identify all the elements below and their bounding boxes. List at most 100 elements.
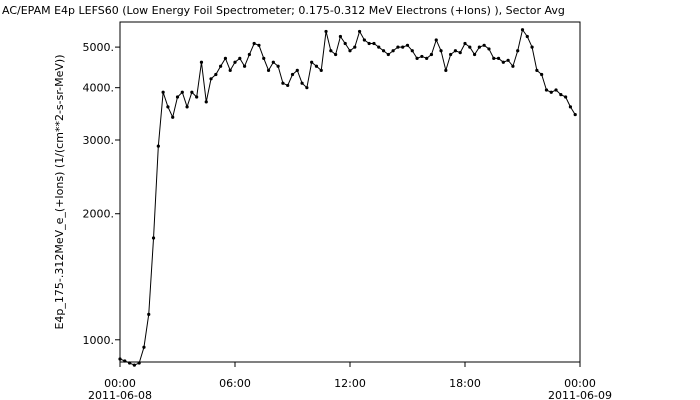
- data-point: [535, 68, 539, 72]
- data-point: [156, 144, 160, 148]
- data-point: [520, 28, 525, 32]
- data-point: [468, 45, 472, 49]
- data-point: [319, 68, 323, 72]
- data-point: [348, 49, 352, 53]
- data-point: [372, 41, 376, 46]
- data-point: [540, 72, 544, 77]
- data-point: [171, 115, 175, 119]
- data-point: [415, 56, 419, 60]
- data-point: [511, 64, 515, 68]
- data-point: [242, 64, 247, 68]
- data-point: [401, 45, 405, 49]
- data-point: [271, 60, 275, 64]
- data-point: [185, 105, 189, 109]
- data-point: [132, 363, 136, 367]
- data-point: [266, 68, 271, 72]
- data-point: [305, 86, 309, 90]
- y-tick-label: 1000.: [83, 334, 115, 347]
- data-point: [281, 81, 285, 85]
- data-point: [405, 43, 410, 47]
- data-point: [262, 56, 266, 60]
- data-point: [286, 83, 290, 88]
- x-tick-label: 12:00: [334, 377, 366, 390]
- data-point: [219, 64, 223, 68]
- data-point: [238, 56, 242, 60]
- data-point: [482, 43, 486, 47]
- data-point: [276, 64, 280, 68]
- data-point: [544, 88, 549, 92]
- data-point: [549, 90, 553, 94]
- data-point: [564, 95, 568, 99]
- data-point: [151, 236, 156, 240]
- x-tick-label: 2011-06-08: [88, 389, 152, 400]
- data-point: [175, 95, 180, 99]
- data-line: [119, 28, 576, 366]
- data-point: [310, 60, 314, 64]
- x-tick-label: 18:00: [449, 377, 481, 390]
- data-point: [525, 34, 529, 39]
- chart-title: AC/EPAM E4p LEFS60 (Low Energy Foil Spec…: [2, 4, 565, 17]
- data-point: [425, 56, 429, 60]
- data-point: [453, 49, 458, 53]
- data-point: [458, 51, 462, 55]
- data-point: [429, 52, 434, 57]
- data-point: [257, 43, 261, 47]
- x-tick-label: 00:00: [104, 377, 136, 390]
- data-point: [228, 68, 232, 72]
- data-point: [501, 60, 505, 64]
- data-point: [166, 105, 170, 109]
- data-point: [410, 49, 414, 53]
- plot-frame: [119, 21, 581, 363]
- data-point: [123, 359, 127, 363]
- data-point: [496, 56, 501, 60]
- data-point: [386, 52, 390, 57]
- data-point: [362, 38, 366, 42]
- x-tick-label: 00:00: [564, 377, 596, 390]
- data-point: [118, 357, 122, 361]
- data-point: [300, 81, 304, 85]
- data-point: [195, 95, 199, 99]
- data-point: [290, 72, 295, 77]
- data-point: [329, 49, 333, 53]
- data-point: [530, 45, 534, 49]
- x-tick-label: 2011-06-09: [548, 389, 612, 400]
- data-point: [391, 49, 395, 53]
- data-point: [137, 361, 141, 365]
- data-point: [434, 38, 438, 42]
- data-point: [381, 49, 386, 53]
- data-point: [233, 60, 237, 64]
- data-point: [204, 100, 208, 104]
- data-point: [314, 64, 319, 68]
- data-point: [199, 60, 204, 64]
- y-tick-label: 2000.: [83, 208, 115, 221]
- data-point: [449, 52, 453, 57]
- data-point: [147, 312, 151, 316]
- data-point: [420, 54, 424, 59]
- y-axis-label: E4p_175-.312MeV_e_(+Ions) (1/(cm**2-s-sr…: [53, 54, 66, 329]
- data-point: [334, 52, 338, 57]
- data-point: [516, 49, 520, 53]
- data-point: [506, 58, 510, 62]
- data-point: [367, 41, 371, 46]
- data-point: [127, 361, 132, 365]
- data-point: [472, 52, 477, 57]
- data-point: [492, 56, 496, 60]
- y-tick-label: 3000.: [83, 134, 115, 147]
- data-point: [573, 112, 577, 117]
- data-point: [559, 93, 563, 97]
- data-point: [353, 45, 357, 49]
- data-point: [252, 41, 256, 46]
- data-point: [357, 29, 362, 34]
- data-point: [324, 29, 328, 34]
- data-point: [377, 45, 381, 49]
- y-tick-label: 4000.: [83, 82, 115, 95]
- data-point: [396, 45, 400, 49]
- data-point: [338, 34, 343, 39]
- data-point: [487, 47, 491, 51]
- data-point: [180, 90, 184, 94]
- x-tick-label: 06:00: [219, 377, 251, 390]
- data-point: [444, 68, 448, 72]
- y-tick-label: 5000.: [83, 41, 115, 54]
- data-point: [343, 41, 347, 46]
